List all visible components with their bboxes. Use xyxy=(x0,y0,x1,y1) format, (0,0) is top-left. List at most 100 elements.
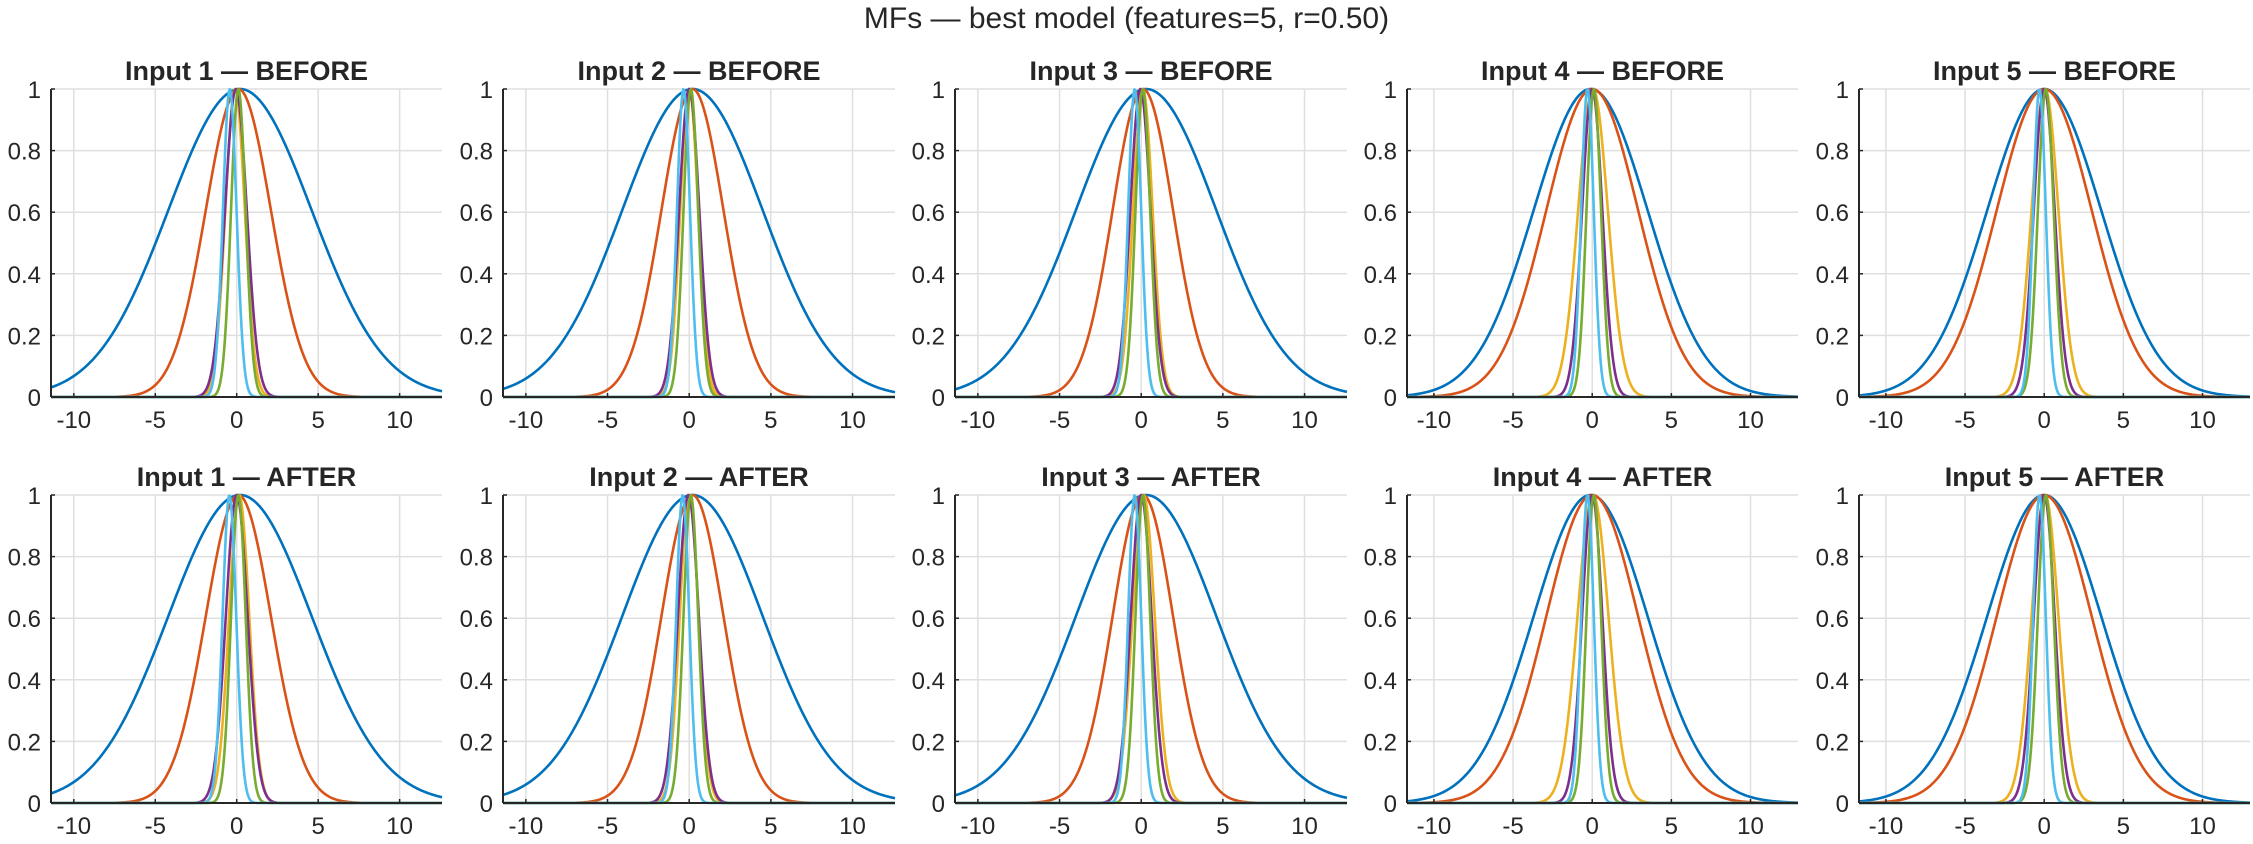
y-tick-label: 0.8 xyxy=(1816,139,1849,166)
subplot-input-2-after: -10 -5 0 5 10 0 0.2 0.4 0.6 0.8 1 Input 2 — AFTER xyxy=(460,462,896,840)
y-tick-label: 0.2 xyxy=(1364,323,1397,350)
y-tick-label: 1 xyxy=(480,483,493,510)
y-tick-label: 0.8 xyxy=(1364,139,1397,166)
y-tick-label: 0.2 xyxy=(912,729,945,756)
subplot-input-4-before: -10 -5 0 5 10 0 0.2 0.4 0.6 0.8 1 Input 4 — BEFORE xyxy=(1364,56,1799,434)
subplot-title: Input 5 — BEFORE xyxy=(1933,56,2176,86)
y-tick-label: 0.6 xyxy=(912,606,945,633)
x-tick-label: 5 xyxy=(312,813,325,840)
x-tick-label: 5 xyxy=(2117,407,2130,434)
x-tick-label: 10 xyxy=(839,407,866,434)
y-tick-label: 0.8 xyxy=(912,139,945,166)
x-tick-label: 10 xyxy=(1737,813,1764,840)
y-tick-label: 0.8 xyxy=(8,139,41,166)
y-tick-label: 0 xyxy=(1836,385,1849,412)
y-tick-label: 0.6 xyxy=(8,200,41,227)
y-tick-label: 0.2 xyxy=(1816,729,1849,756)
y-tick-label: 0.6 xyxy=(912,200,945,227)
y-tick-label: 0.2 xyxy=(460,323,493,350)
mf-curve-1 xyxy=(502,493,896,800)
y-tick-label: 0.4 xyxy=(1816,262,1849,289)
x-tick-label: 0 xyxy=(2038,813,2051,840)
x-tick-label: 0 xyxy=(1586,813,1599,840)
subplot-input-2-before: -10 -5 0 5 10 0 0.2 0.4 0.6 0.8 1 Input 2 — BEFORE xyxy=(460,56,896,434)
x-tick-label: -10 xyxy=(56,407,91,434)
y-tick-label: 0.4 xyxy=(1816,668,1849,695)
subplot-title: Input 1 — AFTER xyxy=(137,462,356,492)
y-tick-label: 1 xyxy=(1384,77,1397,104)
x-tick-label: -5 xyxy=(145,813,166,840)
y-tick-label: 0.4 xyxy=(1364,262,1397,289)
y-tick-label: 0 xyxy=(1384,791,1397,818)
x-tick-label: 0 xyxy=(1586,407,1599,434)
mf-curve-1 xyxy=(1858,87,2251,398)
y-tick-label: 0.2 xyxy=(1816,323,1849,350)
mf-curve-1 xyxy=(50,87,443,393)
x-tick-label: 10 xyxy=(2189,407,2216,434)
y-tick-label: 0.6 xyxy=(1364,606,1397,633)
y-tick-label: 1 xyxy=(1384,483,1397,510)
y-tick-label: 0.8 xyxy=(912,545,945,572)
subplot-title: Input 4 — BEFORE xyxy=(1481,56,1724,86)
subplot-input-3-before: -10 -5 0 5 10 0 0.2 0.4 0.6 0.8 1 Input 3 — BEFORE xyxy=(912,56,1348,434)
x-tick-label: 5 xyxy=(764,407,777,434)
subplot-input-5-before: -10 -5 0 5 10 0 0.2 0.4 0.6 0.8 1 Input 5 — BEFORE xyxy=(1816,56,2251,434)
x-tick-label: -10 xyxy=(1869,813,1904,840)
y-tick-label: 0 xyxy=(28,385,41,412)
y-tick-label: 0.4 xyxy=(460,262,493,289)
y-tick-label: 0.8 xyxy=(460,139,493,166)
y-tick-label: 0.6 xyxy=(1364,200,1397,227)
x-tick-label: -5 xyxy=(597,813,618,840)
x-tick-label: -10 xyxy=(961,407,996,434)
y-tick-label: 0.4 xyxy=(8,262,41,289)
x-tick-label: 5 xyxy=(2117,813,2130,840)
x-tick-label: 0 xyxy=(230,407,243,434)
x-tick-label: 5 xyxy=(1216,407,1229,434)
x-tick-label: 10 xyxy=(386,407,413,434)
x-tick-label: 5 xyxy=(764,813,777,840)
y-tick-label: 0.4 xyxy=(460,668,493,695)
x-tick-label: 5 xyxy=(1665,813,1678,840)
mf-curve-2 xyxy=(1406,493,1799,805)
subplot-input-5-after: -10 -5 0 5 10 0 0.2 0.4 0.6 0.8 1 Input 5 — AFTER xyxy=(1816,462,2251,840)
y-tick-label: 0.8 xyxy=(1364,545,1397,572)
y-tick-label: 1 xyxy=(480,77,493,104)
y-tick-label: 0.2 xyxy=(912,323,945,350)
y-tick-label: 0.6 xyxy=(8,606,41,633)
x-tick-label: -10 xyxy=(1869,407,1904,434)
y-tick-label: 0.6 xyxy=(460,606,493,633)
x-tick-label: -5 xyxy=(1954,407,1975,434)
subplot-input-1-after: -10 -5 0 5 10 0 0.2 0.4 0.6 0.8 1 Input 1 — AFTER xyxy=(8,462,443,840)
x-tick-label: 0 xyxy=(230,813,243,840)
x-tick-label: 10 xyxy=(386,813,413,840)
subplot-title: Input 3 — AFTER xyxy=(1041,462,1260,492)
y-tick-label: 1 xyxy=(1836,77,1849,104)
x-tick-label: 5 xyxy=(312,407,325,434)
y-tick-label: 1 xyxy=(932,483,945,510)
x-tick-label: 0 xyxy=(683,407,696,434)
y-tick-label: 0.4 xyxy=(912,668,945,695)
y-tick-label: 1 xyxy=(1836,483,1849,510)
y-tick-label: 0 xyxy=(480,791,493,818)
y-tick-label: 0.6 xyxy=(1816,200,1849,227)
mf-curve-1 xyxy=(50,493,443,799)
x-tick-label: -5 xyxy=(1502,813,1523,840)
y-tick-label: 0.4 xyxy=(1364,668,1397,695)
mf-curve-1 xyxy=(502,87,896,394)
subplot-title: Input 2 — AFTER xyxy=(589,462,808,492)
figure-title: MFs — best model (features=5, r=0.50) xyxy=(863,2,1390,35)
y-tick-label: 0.4 xyxy=(8,668,41,695)
mf-curve-1 xyxy=(954,87,1348,394)
subplot-title: Input 4 — AFTER xyxy=(1493,462,1712,492)
x-tick-label: 10 xyxy=(2189,813,2216,840)
x-tick-label: -10 xyxy=(509,813,544,840)
x-tick-label: -10 xyxy=(509,407,544,434)
y-tick-label: 0.2 xyxy=(460,729,493,756)
x-tick-label: -10 xyxy=(56,813,91,840)
x-tick-label: -5 xyxy=(1954,813,1975,840)
x-tick-label: -10 xyxy=(1417,407,1452,434)
y-tick-label: 0.8 xyxy=(1816,545,1849,572)
y-tick-label: 0.8 xyxy=(460,545,493,572)
x-tick-label: 0 xyxy=(1135,407,1148,434)
x-tick-label: -10 xyxy=(1417,813,1452,840)
